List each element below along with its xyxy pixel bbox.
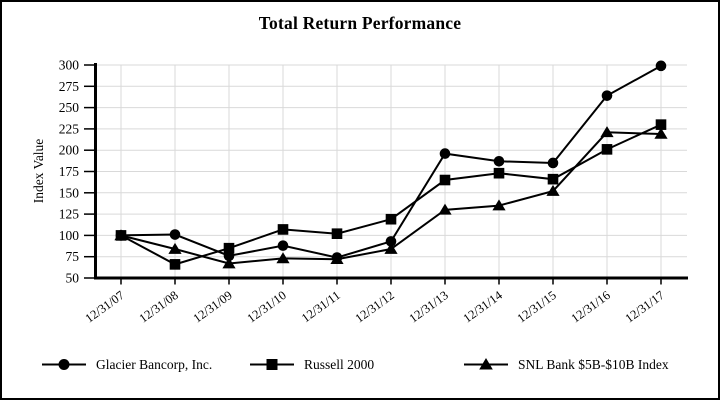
x-tick-label: 12/31/17 bbox=[623, 288, 667, 325]
legend-label: SNL Bank $5B-$10B Index bbox=[518, 356, 669, 372]
square-glyph bbox=[266, 359, 278, 370]
x-tick-label: 12/31/16 bbox=[569, 288, 613, 325]
x-tick-label: 12/31/12 bbox=[353, 288, 397, 325]
data-point-triangle bbox=[492, 199, 506, 211]
data-point-triangle bbox=[168, 242, 182, 254]
data-point-square bbox=[493, 167, 505, 179]
data-point-triangle bbox=[222, 257, 236, 269]
y-tick-label: 300 bbox=[59, 58, 80, 73]
data-point-circle bbox=[331, 252, 343, 263]
x-tick-label: 12/31/09 bbox=[191, 288, 235, 325]
data-point-circle bbox=[439, 148, 451, 159]
legend-label: Glacier Bancorp, Inc. bbox=[96, 356, 213, 372]
data-point-triangle bbox=[654, 127, 668, 139]
x-tick-label: 12/31/11 bbox=[299, 288, 343, 325]
y-tick-label: 225 bbox=[59, 121, 80, 136]
data-point-triangle bbox=[600, 126, 614, 138]
y-tick-label: 50 bbox=[66, 271, 80, 286]
data-point-square bbox=[547, 173, 559, 185]
legend: Glacier Bancorp, Inc. Russell 2000 SNL Ban… bbox=[0, 352, 720, 380]
data-point-triangle bbox=[546, 184, 560, 196]
data-point-square bbox=[385, 213, 397, 225]
y-tick-label: 100 bbox=[59, 228, 80, 243]
y-tick-label: 250 bbox=[59, 100, 80, 115]
triangle-glyph bbox=[479, 358, 493, 370]
triangle-marker-icon bbox=[464, 358, 508, 370]
data-point-square bbox=[655, 119, 667, 130]
data-point-circle bbox=[169, 229, 181, 240]
data-point-circle bbox=[493, 155, 505, 167]
circle-glyph bbox=[58, 359, 70, 370]
data-point-triangle bbox=[438, 203, 452, 215]
data-point-square bbox=[331, 228, 343, 239]
square-marker-icon bbox=[250, 359, 294, 370]
x-tick-label: 12/31/10 bbox=[245, 288, 289, 325]
y-tick-label: 200 bbox=[59, 143, 80, 158]
data-point-triangle bbox=[276, 252, 290, 264]
data-point-square bbox=[115, 230, 127, 241]
data-point-square bbox=[169, 259, 181, 270]
x-tick-label: 12/31/07 bbox=[83, 288, 127, 325]
data-point-triangle bbox=[384, 242, 398, 254]
y-tick-label: 150 bbox=[59, 185, 80, 200]
data-point-circle bbox=[547, 157, 559, 169]
chart-title: Total Return Performance bbox=[258, 13, 462, 33]
y-tick-label: 275 bbox=[59, 79, 80, 94]
circle-marker-icon bbox=[42, 359, 86, 370]
data-point-square bbox=[277, 224, 289, 235]
x-tick-label: 12/31/15 bbox=[515, 288, 559, 325]
legend-item-triangle: SNL Bank $5B-$10B Index bbox=[463, 352, 669, 377]
y-tick-label: 75 bbox=[66, 249, 80, 264]
x-tick-label: 12/31/14 bbox=[461, 288, 506, 326]
data-point-square bbox=[223, 242, 235, 254]
y-tick-label: 125 bbox=[59, 207, 80, 222]
data-point-circle bbox=[655, 60, 667, 72]
data-point-circle bbox=[385, 236, 397, 247]
data-point-square bbox=[439, 174, 451, 186]
data-point-square bbox=[601, 144, 613, 155]
data-point-circle bbox=[277, 240, 289, 251]
x-tick-label: 12/31/13 bbox=[407, 288, 451, 325]
x-tick-label: 12/31/08 bbox=[137, 288, 181, 325]
legend-item-circle: Glacier Bancorp, Inc. bbox=[41, 352, 212, 377]
data-point-circle bbox=[601, 90, 613, 101]
legend-item-square: Russell 2000 bbox=[249, 352, 374, 377]
legend-label: Russell 2000 bbox=[304, 356, 375, 372]
y-tick-label: 175 bbox=[59, 164, 80, 179]
